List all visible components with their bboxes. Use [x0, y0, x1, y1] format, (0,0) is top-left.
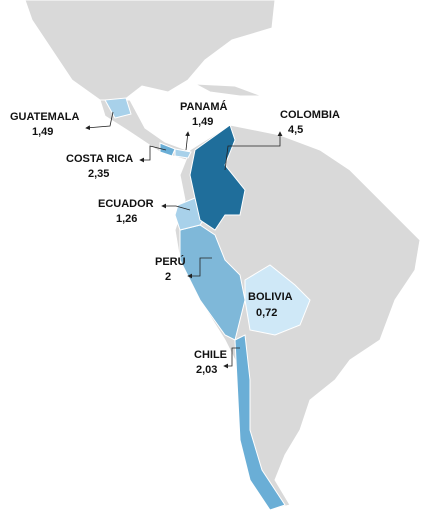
region-name: COLOMBIA [280, 109, 340, 121]
costa-rica-shape [159, 142, 176, 157]
colombia-shape [189, 124, 246, 231]
region-value: 0,72 [256, 307, 277, 319]
region-value: 2,03 [196, 364, 217, 376]
labels: GUATEMALA 1,49 PANAMÁ 1,49 COLOMBIA 4,5 … [10, 100, 340, 376]
highlighted-countries [104, 97, 311, 511]
region-name: ECUADOR [98, 198, 154, 210]
guatemala-shape [104, 97, 132, 119]
region-value: 1,49 [32, 126, 53, 138]
leader [187, 257, 212, 279]
panama-shape [174, 148, 192, 159]
leader [185, 131, 190, 151]
caribbean-island [194, 83, 263, 97]
north-america [24, 0, 276, 101]
region-name: GUATEMALA [10, 111, 80, 123]
chile-shape [234, 334, 286, 511]
leader [139, 145, 167, 163]
region-name: PERÚ [155, 255, 186, 268]
bolivia-shape [244, 264, 311, 336]
region-value: 1,26 [116, 213, 137, 225]
leader [161, 203, 191, 211]
region-value: 1,49 [192, 116, 213, 128]
leader [223, 347, 240, 369]
region-value: 2,35 [88, 168, 109, 180]
region-name: COSTA RICA [66, 153, 133, 165]
peru-shape [179, 224, 246, 341]
leader [224, 131, 283, 171]
region-value: 2 [165, 271, 171, 283]
region-name: BOLIVIA [248, 291, 293, 303]
region-value: 4,5 [288, 124, 303, 136]
region-name: PANAMÁ [180, 100, 228, 113]
leader-lines [85, 111, 283, 369]
region-name: CHILE [194, 349, 227, 361]
leader [85, 111, 114, 131]
